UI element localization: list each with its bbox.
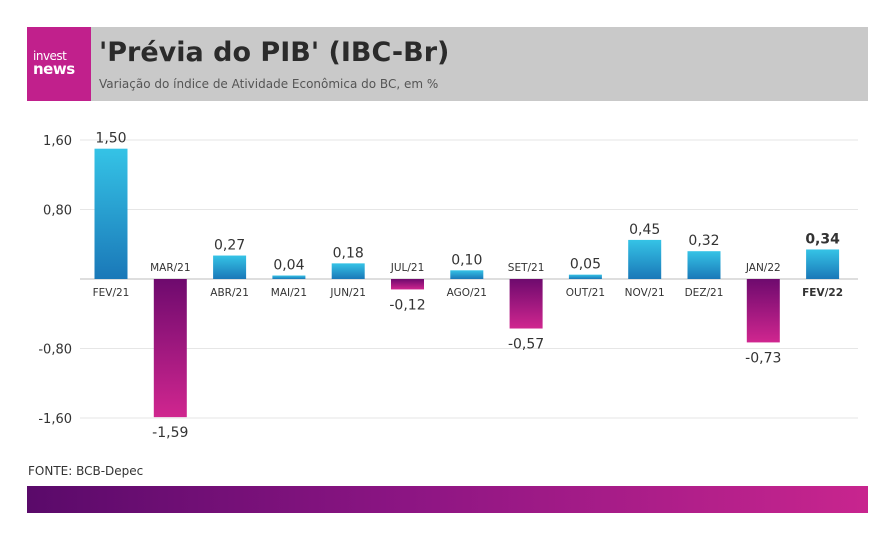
category-label: JUL/21 bbox=[390, 262, 425, 274]
bar bbox=[331, 263, 365, 279]
value-label: -0,12 bbox=[389, 297, 425, 313]
category-label: FEV/22 bbox=[802, 287, 843, 299]
bar bbox=[806, 249, 840, 279]
value-label: 0,32 bbox=[688, 233, 719, 249]
chart-header: invest news 'Prévia do PIB' (IBC-Br) Var… bbox=[27, 27, 868, 101]
value-label: 0,05 bbox=[570, 257, 601, 273]
value-label: -1,59 bbox=[152, 425, 188, 441]
value-label: 0,04 bbox=[273, 258, 304, 274]
chart-title: 'Prévia do PIB' (IBC-Br) bbox=[99, 37, 450, 68]
bar bbox=[746, 279, 780, 343]
bar bbox=[391, 279, 424, 290]
category-label: JUN/21 bbox=[329, 287, 366, 299]
category-label: DEZ/21 bbox=[685, 287, 724, 299]
logo-text-news: news bbox=[33, 60, 75, 78]
bar bbox=[628, 239, 662, 279]
bar bbox=[509, 279, 543, 329]
logo-text-invest: invest bbox=[33, 49, 67, 63]
value-label: 0,45 bbox=[629, 222, 660, 238]
category-label: JAN/22 bbox=[745, 262, 781, 274]
bar bbox=[687, 251, 721, 279]
y-tick-label: -1,60 bbox=[38, 412, 72, 427]
value-label: 0,10 bbox=[451, 252, 482, 268]
bar bbox=[568, 274, 602, 279]
category-label: NOV/21 bbox=[625, 287, 665, 299]
footer-gradient-bar bbox=[27, 486, 868, 513]
value-label: 0,18 bbox=[333, 245, 364, 261]
value-label: 1,50 bbox=[95, 131, 126, 147]
category-label: OUT/21 bbox=[566, 287, 605, 299]
gridlines bbox=[80, 139, 858, 419]
bar bbox=[450, 270, 484, 279]
value-label: -0,73 bbox=[745, 350, 781, 366]
category-label: FEV/21 bbox=[93, 287, 130, 299]
y-tick-label: -0,80 bbox=[38, 343, 72, 358]
investnews-logo: invest news bbox=[27, 27, 91, 101]
y-tick-label: 1,60 bbox=[43, 134, 72, 149]
category-label: AGO/21 bbox=[447, 287, 487, 299]
bar bbox=[213, 255, 247, 279]
bar bbox=[94, 148, 128, 279]
value-label: 0,34 bbox=[805, 231, 840, 247]
value-label: -0,57 bbox=[508, 337, 544, 353]
bar bbox=[153, 279, 187, 418]
category-label: MAI/21 bbox=[271, 287, 307, 299]
category-label: ABR/21 bbox=[210, 287, 249, 299]
labels: 1,60 0,80 -0,80 -1,60 1,50 FEV/21 -1,59 MAR/21 0… bbox=[38, 131, 843, 441]
bars bbox=[94, 148, 840, 418]
source-note: FONTE: BCB-Depec bbox=[28, 464, 144, 478]
y-tick-label: 0,80 bbox=[43, 204, 72, 219]
value-label: 0,27 bbox=[214, 238, 245, 254]
chart-subtitle: Variação do índice de Atividade Econômic… bbox=[99, 77, 439, 91]
category-label: MAR/21 bbox=[150, 262, 190, 274]
bar bbox=[272, 275, 306, 279]
category-label: SET/21 bbox=[508, 262, 545, 274]
